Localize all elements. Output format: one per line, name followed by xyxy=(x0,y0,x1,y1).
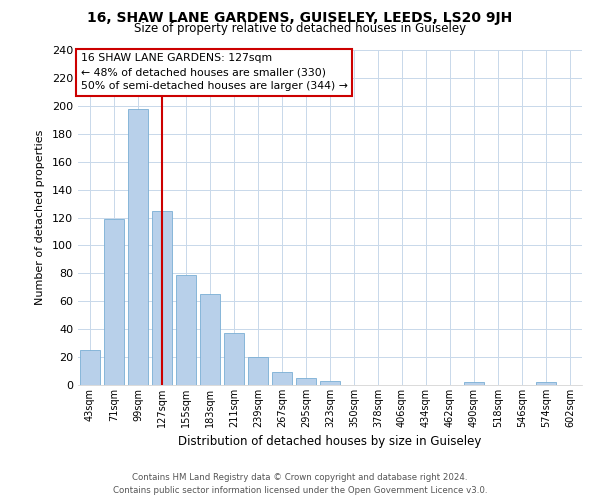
Text: 16 SHAW LANE GARDENS: 127sqm
← 48% of detached houses are smaller (330)
50% of s: 16 SHAW LANE GARDENS: 127sqm ← 48% of de… xyxy=(80,54,347,92)
Bar xyxy=(536,382,556,385)
Text: Contains HM Land Registry data © Crown copyright and database right 2024.
Contai: Contains HM Land Registry data © Crown c… xyxy=(113,474,487,495)
Bar xyxy=(224,334,244,385)
Bar xyxy=(152,210,172,385)
Bar xyxy=(248,357,268,385)
Bar xyxy=(176,274,196,385)
Text: 16, SHAW LANE GARDENS, GUISELEY, LEEDS, LS20 9JH: 16, SHAW LANE GARDENS, GUISELEY, LEEDS, … xyxy=(88,11,512,25)
Bar xyxy=(104,219,124,385)
Bar xyxy=(128,108,148,385)
Bar xyxy=(272,372,292,385)
Bar xyxy=(200,294,220,385)
Text: Size of property relative to detached houses in Guiseley: Size of property relative to detached ho… xyxy=(134,22,466,35)
X-axis label: Distribution of detached houses by size in Guiseley: Distribution of detached houses by size … xyxy=(178,436,482,448)
Bar xyxy=(320,381,340,385)
Bar xyxy=(464,382,484,385)
Bar xyxy=(80,350,100,385)
Y-axis label: Number of detached properties: Number of detached properties xyxy=(35,130,45,305)
Bar xyxy=(296,378,316,385)
